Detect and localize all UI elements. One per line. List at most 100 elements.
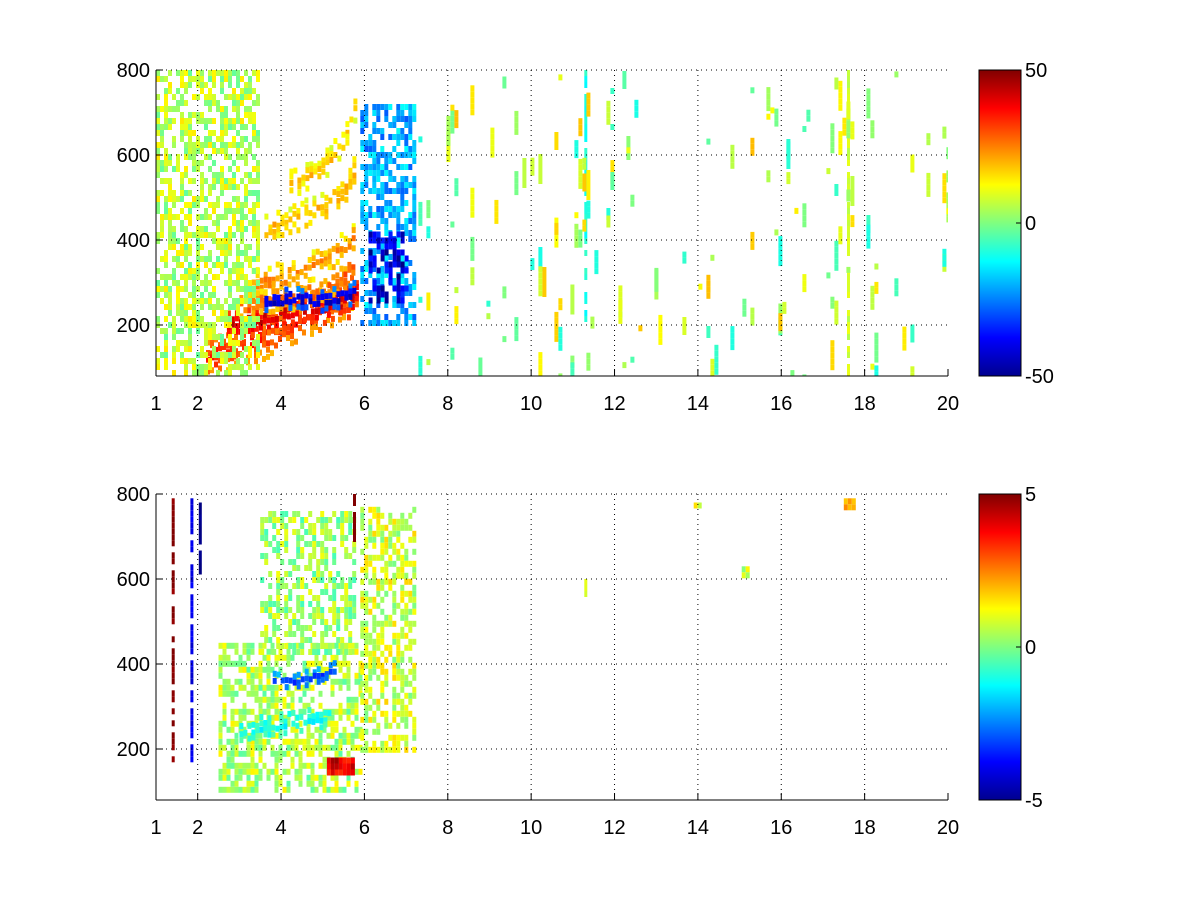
heatmap-cell [308, 529, 313, 535]
heatmap-cell [380, 104, 385, 110]
heatmap-cell [228, 274, 232, 280]
heatmap-cell [212, 274, 216, 280]
heatmap-cell [204, 340, 208, 346]
heatmap-cell [252, 112, 256, 118]
heatmap-cell [220, 310, 224, 316]
heatmap-cell [350, 702, 355, 709]
heatmap-cell [574, 235, 579, 242]
heatmap-cell [714, 368, 719, 375]
heatmap-cell [380, 710, 385, 717]
heatmap-cell [164, 358, 168, 364]
heatmap-cell [388, 578, 393, 585]
heatmap-cell [256, 238, 260, 244]
heatmap-cell [584, 316, 588, 322]
heatmap-cell [404, 278, 409, 284]
heatmap-cell [380, 740, 385, 747]
heatmap-cell [372, 668, 377, 675]
heatmap-cell [198, 568, 202, 575]
heatmap-cell [292, 559, 297, 565]
heatmap-cell [388, 554, 393, 561]
heatmap-cell [404, 704, 409, 711]
heatmap-cell [396, 218, 401, 224]
heatmap-cell [291, 265, 296, 271]
heatmap-cell [538, 370, 543, 376]
heatmap-cell [384, 548, 389, 555]
heatmap-cell [198, 526, 202, 533]
heatmap-cell [172, 358, 176, 364]
heatmap-cell [252, 118, 256, 124]
heatmap-cell [412, 200, 417, 206]
heatmap-cell [606, 118, 611, 125]
heatmap-cell [380, 626, 385, 633]
heatmap-cell [586, 110, 591, 117]
heatmap-cell [942, 132, 947, 139]
heatmap-cell [294, 750, 299, 757]
heatmap-cell [246, 786, 251, 793]
heatmap-cell [830, 346, 835, 353]
heatmap-cell [834, 258, 839, 265]
heatmap-cell [268, 637, 273, 643]
heatmap-cell [276, 529, 281, 535]
heatmap-cell [322, 780, 327, 787]
heatmap-cell [299, 713, 304, 720]
heatmap-cell [296, 511, 301, 517]
heatmap-cell [248, 256, 252, 262]
heatmap-cell [846, 195, 851, 202]
heatmap-cell [284, 219, 289, 226]
heatmap-cell [335, 259, 340, 265]
heatmap-cell [404, 572, 409, 579]
heatmap-cell [292, 517, 297, 523]
heatmap-cell [446, 139, 451, 146]
heatmap-cell [838, 104, 843, 111]
heatmap-cell [264, 295, 269, 302]
heatmap-cell [400, 554, 405, 561]
heatmap-cell [236, 166, 240, 172]
heatmap-cell [682, 323, 687, 329]
y-tick-label: 400 [117, 654, 150, 676]
heatmap-cell [408, 626, 413, 633]
heatmap-cell [192, 154, 196, 160]
heatmap-cell [216, 244, 220, 250]
heatmap-cell [204, 328, 208, 334]
heatmap-cell [376, 578, 381, 585]
heatmap-cell [802, 126, 807, 132]
heatmap-cell [412, 158, 417, 164]
heatmap-cell [400, 116, 405, 122]
heatmap-cell [184, 100, 188, 106]
heatmap-cell [216, 316, 220, 322]
heatmap-cell [408, 644, 413, 651]
heatmap-cell [384, 230, 389, 236]
heatmap-cell [376, 164, 381, 170]
heatmap-cell [272, 229, 277, 235]
heatmap-cell [874, 338, 879, 345]
heatmap-cell [291, 300, 296, 307]
heatmap-cell [232, 280, 236, 286]
heatmap-cell [388, 206, 393, 212]
heatmap-cell [396, 291, 401, 298]
heatmap-cell [198, 520, 202, 527]
heatmap-cell [176, 166, 180, 172]
heatmap-cell [714, 350, 719, 357]
heatmap-cell [380, 542, 385, 549]
heatmap-cell [380, 692, 385, 699]
heatmap-cell [239, 723, 244, 729]
heatmap-cell [418, 373, 423, 376]
heatmap-cell [802, 209, 807, 216]
heatmap-cell [332, 668, 337, 675]
heatmap-cell [160, 220, 164, 226]
heatmap-cell [204, 280, 208, 286]
heatmap-cell [404, 146, 409, 152]
heatmap-cell [184, 232, 188, 238]
heatmap-cell [180, 262, 184, 268]
heatmap-cell [328, 517, 333, 523]
heatmap-cell [171, 606, 175, 613]
heatmap-cell [282, 654, 287, 661]
heatmap-cell [156, 166, 160, 172]
heatmap-cell [276, 541, 281, 547]
heatmap-cell [228, 76, 232, 82]
heatmap-cell [164, 250, 168, 256]
heatmap-cell [200, 178, 204, 184]
heatmap-cell [308, 676, 313, 683]
heatmap-cell [218, 654, 223, 661]
heatmap-cell [745, 572, 750, 579]
